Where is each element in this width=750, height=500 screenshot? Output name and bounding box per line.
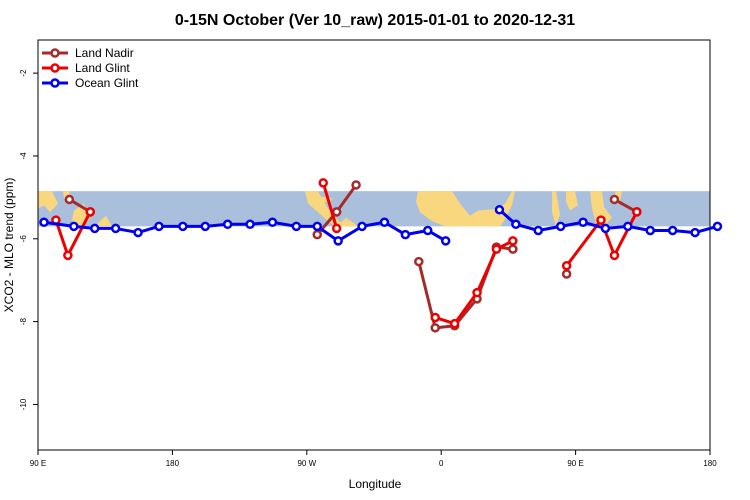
- data-point: [357, 221, 367, 232]
- world-map-band: [38, 191, 710, 227]
- land-islands-left: [98, 215, 112, 227]
- legend-item: Ocean Glint: [42, 76, 139, 90]
- data-point: [712, 221, 723, 232]
- series-line: [321, 182, 339, 229]
- data-point: [472, 287, 482, 298]
- legend-marker: [50, 78, 60, 88]
- legend-item: Land Glint: [42, 61, 130, 75]
- data-point: [63, 250, 73, 261]
- x-tick-label: 0: [439, 459, 444, 468]
- data-point: [64, 194, 75, 205]
- data-point: [267, 217, 278, 227]
- data-point: [85, 207, 96, 217]
- chart-title: 0-15N October (Ver 10_raw) 2015-01-01 to…: [175, 12, 575, 29]
- data-point: [440, 236, 451, 246]
- x-tick-label: 90 E: [30, 459, 46, 468]
- series-land-glint: [51, 178, 642, 329]
- legend-item: Land Nadir: [42, 46, 134, 60]
- data-point: [600, 223, 611, 234]
- data-point: [508, 236, 518, 246]
- data-point: [133, 227, 143, 238]
- data-point: [494, 205, 505, 215]
- data-point: [609, 194, 620, 205]
- data-point: [291, 221, 302, 232]
- data-point: [596, 215, 606, 225]
- data-point: [430, 323, 440, 333]
- data-point: [318, 178, 328, 188]
- series-line: [434, 239, 514, 326]
- data-point: [533, 225, 544, 236]
- land-southeast-asia-right: [566, 191, 578, 211]
- data-point: [555, 221, 566, 232]
- data-point: [632, 207, 642, 217]
- data-point: [333, 236, 343, 246]
- data-point: [331, 207, 342, 217]
- data-point: [379, 217, 390, 227]
- x-axis-label: Longitude: [349, 477, 402, 491]
- data-point: [609, 250, 620, 261]
- data-point: [645, 225, 656, 236]
- x-axis: 90 E 180 90 W 0 90 E 180: [30, 450, 717, 468]
- data-point: [89, 223, 100, 234]
- legend-label: Ocean Glint: [75, 76, 139, 90]
- data-point: [200, 221, 211, 232]
- legend-label: Land Nadir: [75, 46, 134, 60]
- data-point: [39, 217, 49, 227]
- series-line: [565, 211, 639, 267]
- data-point: [414, 256, 424, 267]
- y-axis-label: XCO2 - MLO trend (ppm): [2, 178, 16, 313]
- x-tick-label: 180: [703, 459, 717, 468]
- x-tick-label: 90 E: [567, 459, 583, 468]
- land-africa: [416, 191, 515, 227]
- data-point: [561, 269, 572, 279]
- series-ocean-glint: [39, 205, 723, 246]
- data-point: [351, 180, 361, 190]
- data-point: [154, 221, 164, 232]
- land-southeast-asia-left: [38, 191, 58, 213]
- land-india: [552, 191, 560, 227]
- data-point: [312, 221, 323, 232]
- y-tick-label: -6: [19, 235, 28, 243]
- data-point: [449, 318, 460, 329]
- data-point: [623, 221, 633, 232]
- y-tick-label: -2: [19, 69, 28, 77]
- data-point: [312, 229, 323, 240]
- data-point: [508, 244, 518, 254]
- data-point: [222, 219, 233, 230]
- legend-label: Land Glint: [75, 61, 130, 75]
- plot-frame: [37, 39, 711, 451]
- y-tick-label: -8: [19, 318, 28, 326]
- land-indochina-right: [590, 191, 612, 227]
- land-south-america-north: [340, 217, 358, 227]
- data-point: [178, 221, 188, 232]
- y-tick-label: -10: [19, 398, 28, 410]
- y-tick-label: -4: [19, 152, 28, 160]
- x-tick-label: 180: [166, 459, 180, 468]
- data-point: [667, 225, 678, 236]
- y-axis: -10 -8 -6 -4 -2: [19, 69, 38, 410]
- data-point: [423, 225, 433, 236]
- ocean-band: [38, 191, 710, 227]
- data-point: [331, 223, 342, 234]
- data-point: [110, 223, 121, 234]
- data-point: [69, 221, 79, 232]
- legend-marker: [50, 63, 60, 73]
- data-point: [690, 227, 700, 238]
- data-point: [430, 312, 440, 323]
- x-tick-label: 90 W: [297, 459, 316, 468]
- data-point: [578, 217, 588, 227]
- data-point: [561, 260, 572, 271]
- data-point: [511, 219, 521, 230]
- legend-marker: [50, 48, 60, 58]
- series-layer: [39, 178, 723, 333]
- data-point: [400, 229, 411, 240]
- data-point: [491, 244, 502, 254]
- data-point: [245, 219, 255, 230]
